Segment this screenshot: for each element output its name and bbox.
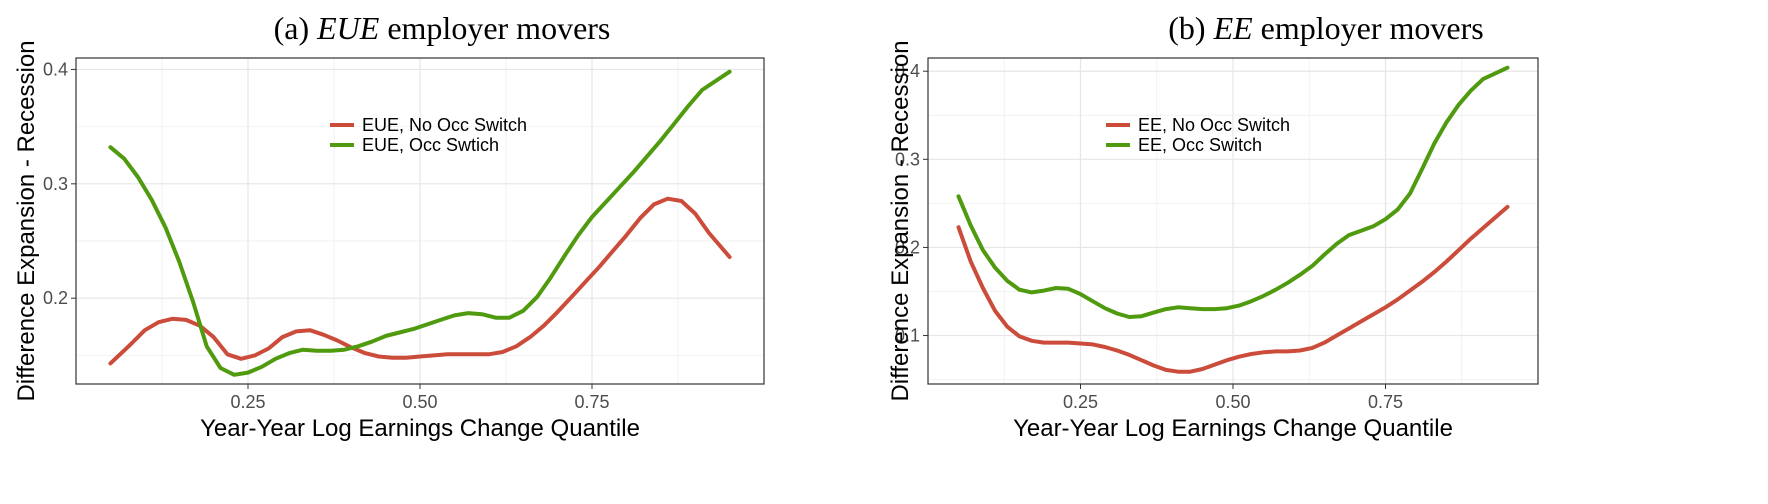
x-axis-title: Year-Year Log Earnings Change Quantile bbox=[200, 415, 640, 442]
x-axis-title: Year-Year Log Earnings Change Quantile bbox=[1013, 415, 1453, 442]
title-math: EE bbox=[1213, 10, 1253, 46]
y-tick-label: 0.3 bbox=[895, 149, 920, 169]
panel-a: (a) EUE employer movers 0.25 0.50 0.75 0.2 0… bbox=[0, 10, 884, 442]
legend-label: EUE, No Occ Switch bbox=[362, 115, 527, 135]
y-tick-label: 0.2 bbox=[43, 288, 68, 308]
series-line bbox=[956, 204, 1510, 374]
chart-title: (a) EUE employer movers bbox=[0, 10, 884, 47]
title-suffix: employer movers bbox=[387, 10, 611, 46]
y-axis-title: Difference Expansion - Recession bbox=[887, 40, 914, 401]
series-line bbox=[956, 65, 1510, 319]
y-tick-label: 0.3 bbox=[43, 174, 68, 194]
title-prefix: (b) bbox=[1168, 10, 1206, 46]
x-tick-label: 0.50 bbox=[1215, 392, 1250, 412]
x-tick-label: 0.50 bbox=[402, 392, 437, 412]
y-tick-label: 0.1 bbox=[895, 326, 920, 346]
y-tick-label: 0.2 bbox=[895, 237, 920, 257]
title-suffix: employer movers bbox=[1260, 10, 1484, 46]
x-tick-label: 0.25 bbox=[1063, 392, 1098, 412]
legend-label: EUE, Occ Swtich bbox=[362, 135, 499, 155]
chart-title: (b) EE employer movers bbox=[884, 10, 1768, 47]
panel-b: (b) EE employer movers 0.25 0.50 0.75 0.1 0.… bbox=[884, 0, 1768, 504]
plot-border bbox=[75, 57, 765, 385]
x-tick-label: 0.75 bbox=[574, 392, 609, 412]
line-chart-ee: 0.25 0.50 0.75 0.1 0.2 0.3 0.4 EE, No Occ Switc… bbox=[887, 40, 1539, 442]
title-math: EUE bbox=[317, 10, 380, 46]
series-line bbox=[108, 69, 732, 377]
y-tick-label: 0.4 bbox=[895, 61, 920, 81]
title-prefix: (a) bbox=[273, 10, 310, 46]
series-line bbox=[108, 196, 732, 366]
legend-label: EE, Occ Switch bbox=[1138, 135, 1262, 155]
y-axis-title: Difference Expansion - Recession bbox=[13, 40, 40, 401]
y-tick-label: 0.4 bbox=[43, 59, 68, 79]
x-tick-label: 0.75 bbox=[1368, 392, 1403, 412]
legend-label: EE, No Occ Switch bbox=[1138, 115, 1290, 135]
line-chart-eue: 0.25 0.50 0.75 0.2 0.3 0.4 EUE, No Occ SwitchE… bbox=[13, 40, 765, 442]
plot-border bbox=[927, 57, 1539, 385]
x-tick-label: 0.25 bbox=[230, 392, 265, 412]
